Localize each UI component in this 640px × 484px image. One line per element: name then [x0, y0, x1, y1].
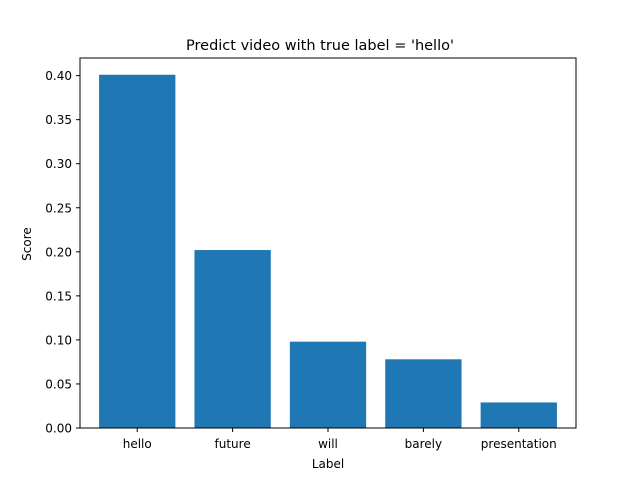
- bar-barely: [385, 359, 462, 428]
- x-tick-label: will: [318, 437, 338, 451]
- x-axis-ticks: hello future will barely presentation: [123, 428, 557, 451]
- x-tick-label: future: [215, 437, 251, 451]
- y-tick-label: 0.25: [45, 201, 72, 215]
- y-tick-label: 0.30: [45, 157, 72, 171]
- y-tick-label: 0.05: [45, 377, 72, 391]
- y-tick-label: 0.15: [45, 289, 72, 303]
- bars-layer: [99, 74, 557, 429]
- x-tick-label: hello: [123, 437, 152, 451]
- y-tick-label: 0.40: [45, 69, 72, 83]
- bar-presentation: [480, 402, 557, 428]
- y-tick-label: 0.10: [45, 333, 72, 347]
- y-tick-label: 0.35: [45, 113, 72, 127]
- y-axis-ticks: 0.00 0.05 0.10 0.15 0.20 0.25 0.30 0.35 0.40: [45, 69, 80, 436]
- x-tick-label: barely: [405, 437, 442, 451]
- chart-title: Predict video with true label = 'hello': [186, 38, 454, 54]
- x-axis-label: Label: [312, 457, 344, 471]
- x-tick-label: presentation: [481, 437, 557, 451]
- bar-hello: [99, 74, 176, 429]
- bar-will: [289, 341, 367, 428]
- y-tick-label: 0.20: [45, 245, 72, 259]
- y-axis-label: Score: [20, 227, 34, 261]
- y-tick-label: 0.00: [45, 422, 72, 436]
- bar-future: [194, 250, 271, 428]
